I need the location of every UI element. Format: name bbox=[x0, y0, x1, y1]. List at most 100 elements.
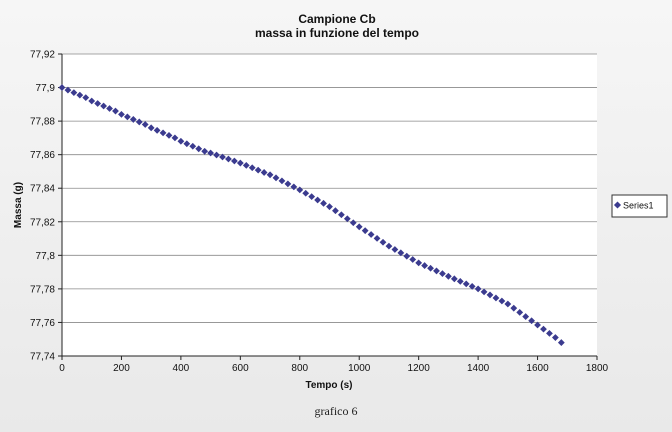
data-point bbox=[534, 321, 541, 329]
data-point bbox=[326, 203, 333, 211]
data-point bbox=[415, 259, 423, 267]
y-tick-label: 77,76 bbox=[30, 318, 55, 329]
data-point bbox=[379, 238, 387, 246]
gridlines bbox=[62, 53, 597, 323]
data-point bbox=[153, 126, 161, 134]
data-point bbox=[88, 97, 96, 105]
data-point bbox=[450, 275, 458, 283]
data-point bbox=[486, 291, 494, 299]
data-point bbox=[337, 211, 345, 219]
data-point bbox=[189, 142, 197, 150]
data-point bbox=[195, 145, 203, 153]
data-point bbox=[236, 159, 244, 167]
data-point bbox=[474, 285, 482, 293]
data-point bbox=[367, 231, 375, 238]
x-tick-label: 400 bbox=[173, 363, 190, 374]
data-point bbox=[254, 166, 262, 174]
y-tick-label: 77,92 bbox=[30, 50, 55, 61]
x-tick-label: 1400 bbox=[467, 363, 490, 374]
data-point bbox=[177, 137, 185, 145]
data-point bbox=[248, 164, 256, 172]
y-tick-label: 77,84 bbox=[30, 184, 55, 195]
data-point bbox=[129, 116, 137, 123]
data-point bbox=[308, 193, 316, 201]
x-tick-label: 0 bbox=[59, 363, 65, 374]
legend-box bbox=[611, 194, 668, 218]
data-point bbox=[260, 169, 268, 176]
x-tick-label: 1600 bbox=[526, 363, 549, 374]
data-point bbox=[272, 174, 280, 182]
data-point bbox=[58, 84, 66, 91]
data-point bbox=[106, 105, 113, 112]
data-point bbox=[76, 91, 84, 99]
data-point bbox=[213, 151, 220, 159]
y-tick-label: 77,74 bbox=[30, 352, 55, 363]
y-tick-label: 77,78 bbox=[30, 284, 55, 295]
y-tick-label: 77,82 bbox=[30, 217, 55, 228]
data-point bbox=[82, 94, 90, 102]
legend-label: Series1 bbox=[623, 201, 654, 211]
data-point bbox=[373, 234, 381, 242]
chart-subtitle: massa in funzione del tempo bbox=[255, 26, 419, 40]
data-point bbox=[165, 131, 173, 139]
figure-caption: grafico 6 bbox=[314, 404, 358, 418]
data-point bbox=[361, 227, 369, 235]
data-point bbox=[284, 180, 292, 188]
data-point bbox=[391, 246, 399, 253]
chart-title: Campione Cb bbox=[298, 12, 375, 26]
data-point bbox=[456, 277, 464, 285]
data-point bbox=[355, 223, 363, 231]
x-tick-label: 800 bbox=[291, 363, 308, 374]
data-point bbox=[314, 196, 322, 204]
x-tick-label: 600 bbox=[232, 363, 249, 374]
y-tick-label: 77,9 bbox=[36, 83, 56, 94]
data-point bbox=[403, 252, 411, 260]
legend-marker bbox=[613, 201, 622, 209]
data-point bbox=[201, 147, 209, 155]
data-point bbox=[159, 129, 167, 137]
data-point bbox=[302, 189, 310, 197]
x-tick-label: 1200 bbox=[408, 363, 431, 374]
data-point bbox=[183, 140, 191, 148]
y-ticks: 77,74 77,76 77,78 77,8 77,82 77,84 77,86 77,88 7… bbox=[30, 50, 62, 363]
data-point bbox=[409, 256, 417, 263]
data-point bbox=[296, 186, 304, 194]
x-tick-label: 1000 bbox=[348, 363, 371, 374]
data-point bbox=[332, 207, 339, 215]
data-point bbox=[480, 288, 488, 296]
data-point bbox=[444, 272, 452, 280]
data-point bbox=[123, 113, 131, 121]
data-point bbox=[242, 162, 250, 169]
x-ticks: 0 200 400 600 800 1000 1200 1400 1600 1800 bbox=[59, 356, 609, 374]
data-point bbox=[94, 100, 102, 107]
data-point bbox=[557, 339, 565, 346]
data-point bbox=[70, 89, 78, 96]
data-point bbox=[421, 262, 429, 269]
y-tick-label: 77,88 bbox=[30, 117, 55, 128]
x-axis-label: Tempo (s) bbox=[305, 380, 352, 391]
data-point bbox=[462, 280, 470, 288]
data-point bbox=[528, 317, 536, 325]
data-point bbox=[219, 153, 226, 161]
data-point bbox=[230, 157, 238, 165]
legend: Series1 bbox=[611, 194, 668, 218]
data-point bbox=[349, 219, 357, 227]
y-tick-label: 77,86 bbox=[30, 150, 55, 161]
y-axis-label: Massa (g) bbox=[13, 182, 24, 228]
series1-points bbox=[58, 84, 565, 346]
x-tick-label: 200 bbox=[113, 363, 130, 374]
data-point bbox=[468, 282, 476, 290]
data-point bbox=[112, 107, 119, 115]
data-point bbox=[225, 155, 232, 163]
data-point bbox=[439, 270, 446, 278]
data-point bbox=[207, 149, 215, 157]
y-tick-label: 77,8 bbox=[36, 251, 56, 262]
data-point bbox=[397, 249, 405, 257]
data-point bbox=[100, 102, 108, 110]
data-point bbox=[171, 134, 179, 142]
data-point bbox=[278, 177, 286, 185]
data-point bbox=[320, 199, 327, 207]
data-point bbox=[141, 121, 149, 128]
data-point bbox=[427, 264, 434, 272]
